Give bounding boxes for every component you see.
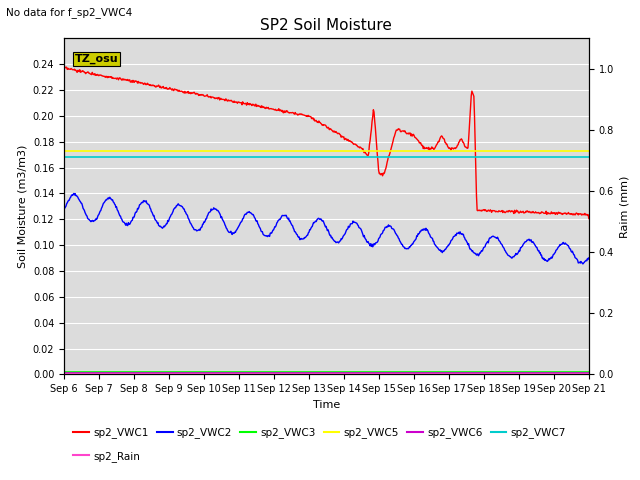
sp2_VWC1 [365,150,372,156]
Line: sp2_VWC2: sp2_VWC2 [64,193,589,264]
sp2_VWC1 [379,173,387,179]
sp2_VWC2 [459,232,467,238]
sp2_VWC7 [379,155,387,160]
sp2_VWC6 [379,370,387,376]
sp2_VWC5 [512,148,520,154]
sp2_VWC6 [585,370,593,376]
sp2_VWC5 [458,148,466,154]
sp2_VWC7 [92,155,100,160]
sp2_VWC5 [365,148,372,154]
sp2_Rain [394,372,402,377]
sp2_VWC3 [92,369,100,375]
sp2_Rain [512,372,520,377]
Text: TZ_osu: TZ_osu [74,54,118,64]
sp2_VWC3 [458,369,466,375]
sp2_VWC7 [60,155,68,160]
sp2_VWC1 [458,137,466,143]
Text: No data for f_sp2_VWC4: No data for f_sp2_VWC4 [6,7,132,18]
X-axis label: Time: Time [313,400,340,409]
sp2_VWC5 [60,148,68,154]
sp2_VWC3 [394,369,402,375]
sp2_VWC2 [365,241,373,247]
Legend: sp2_Rain: sp2_Rain [69,447,144,466]
sp2_VWC5 [394,148,402,154]
sp2_VWC3 [365,369,372,375]
sp2_VWC6 [365,370,372,376]
sp2_Rain [60,372,68,377]
sp2_VWC7 [458,155,466,160]
sp2_VWC3 [60,369,68,375]
sp2_VWC7 [394,155,402,160]
sp2_VWC2 [513,252,520,257]
sp2_VWC2 [380,228,387,234]
sp2_VWC6 [458,370,466,376]
sp2_Rain [365,372,372,377]
sp2_VWC6 [92,370,100,376]
Y-axis label: Soil Moisture (m3/m3): Soil Moisture (m3/m3) [17,144,27,268]
sp2_VWC1 [585,216,593,221]
Y-axis label: Raim (mm): Raim (mm) [620,175,630,238]
sp2_VWC3 [379,369,387,375]
sp2_VWC6 [512,370,520,376]
sp2_VWC7 [365,155,372,160]
sp2_Rain [458,372,466,377]
sp2_VWC6 [394,370,402,376]
Line: sp2_VWC1: sp2_VWC1 [64,67,589,218]
sp2_VWC5 [585,148,593,154]
sp2_VWC2 [579,261,587,267]
sp2_VWC1 [92,72,100,77]
sp2_VWC2 [60,206,68,212]
sp2_VWC5 [379,148,387,154]
sp2_VWC2 [585,255,593,261]
sp2_VWC2 [395,236,403,241]
sp2_VWC7 [585,155,593,160]
sp2_VWC1 [394,126,402,132]
Title: SP2 Soil Moisture: SP2 Soil Moisture [260,18,392,33]
sp2_Rain [92,372,100,377]
sp2_Rain [379,372,387,377]
sp2_Rain [585,372,593,377]
sp2_VWC5 [92,148,100,154]
sp2_VWC1 [60,64,68,70]
sp2_VWC2 [93,216,100,222]
sp2_VWC3 [512,369,520,375]
sp2_VWC7 [512,155,520,160]
sp2_VWC3 [585,369,593,375]
sp2_VWC2 [70,191,77,196]
sp2_VWC1 [512,209,520,215]
sp2_VWC6 [60,370,68,376]
